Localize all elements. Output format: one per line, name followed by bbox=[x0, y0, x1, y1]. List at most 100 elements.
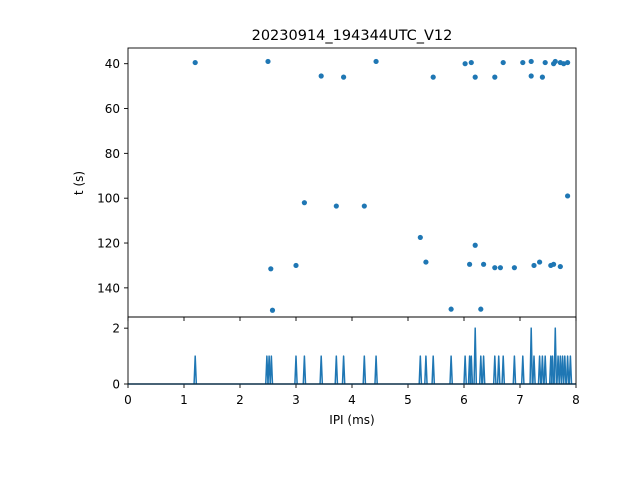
x-tick-label: 4 bbox=[348, 393, 356, 407]
scatter-point bbox=[417, 234, 423, 241]
histogram-spike bbox=[532, 355, 536, 385]
scatter-point bbox=[565, 193, 571, 199]
x-tick-label: 1 bbox=[180, 393, 188, 407]
scatter-point bbox=[520, 59, 526, 66]
scatter-point bbox=[511, 265, 517, 271]
scatter-point bbox=[192, 59, 198, 66]
histogram-spike bbox=[362, 355, 367, 385]
histogram-spike bbox=[537, 355, 542, 385]
histogram-spike bbox=[424, 355, 428, 385]
histogram-spike bbox=[449, 355, 453, 385]
y-tick-label: 60 bbox=[105, 102, 120, 116]
y-tick-label: 140 bbox=[97, 281, 120, 295]
y-tick-label: 80 bbox=[105, 147, 120, 161]
histogram-line bbox=[128, 327, 576, 385]
scatter-point bbox=[462, 61, 468, 67]
histogram-spike bbox=[478, 355, 483, 385]
y-tick-label: 40 bbox=[105, 57, 120, 71]
scatter-point bbox=[492, 265, 498, 271]
histogram-spike bbox=[501, 355, 506, 385]
scatter-point bbox=[531, 262, 537, 269]
y-axis-label: t (s) bbox=[72, 171, 86, 195]
histogram-spike bbox=[568, 355, 573, 385]
scatter-point bbox=[481, 261, 487, 267]
histogram-spike bbox=[496, 355, 501, 385]
scatter-point bbox=[467, 261, 473, 267]
histogram-spike bbox=[540, 355, 545, 385]
scatter-point bbox=[333, 203, 339, 209]
histogram-axis-ticks: 0 2 0 1 2 3 4 5 6 7 8 bbox=[112, 322, 579, 407]
histogram-spike bbox=[269, 355, 274, 385]
histogram-spike bbox=[334, 355, 339, 385]
histogram-spike bbox=[520, 355, 525, 385]
histogram-spike bbox=[529, 327, 534, 385]
scatter-point bbox=[373, 58, 379, 65]
scatter-panel: 20230914_194344UTC_V12 40 60 80 100 120 140 t… bbox=[72, 28, 577, 321]
histogram-axes-frame bbox=[127, 316, 577, 385]
scatter-point bbox=[269, 307, 276, 313]
y-tick-label: 0 bbox=[112, 378, 120, 392]
histogram-spike bbox=[341, 355, 346, 385]
scatter-point bbox=[537, 259, 543, 265]
histogram-spike bbox=[543, 355, 548, 385]
x-tick-label: 3 bbox=[292, 393, 300, 407]
scatter-point bbox=[268, 266, 274, 272]
x-tick-label: 8 bbox=[572, 393, 580, 407]
scatter-point bbox=[552, 58, 558, 65]
scatter-point bbox=[318, 73, 324, 79]
scatter-point bbox=[542, 59, 548, 66]
scatter-point bbox=[423, 259, 429, 265]
scatter-point bbox=[528, 58, 534, 65]
y-tick-label: 100 bbox=[97, 192, 120, 206]
scatter-point bbox=[561, 61, 567, 67]
scatter-point bbox=[557, 263, 563, 270]
x-tick-label: 0 bbox=[124, 393, 132, 407]
scatter-points bbox=[192, 58, 571, 313]
histogram-panel: 0 2 0 1 2 3 4 5 6 7 8 IPI (ms) bbox=[112, 316, 580, 427]
scatter-point bbox=[500, 59, 506, 66]
histogram-spike bbox=[374, 355, 378, 385]
scatter-point bbox=[528, 73, 534, 79]
scatter-point bbox=[472, 74, 478, 80]
x-tick-label: 5 bbox=[404, 393, 412, 407]
scatter-point bbox=[361, 203, 367, 209]
scatter-point bbox=[497, 265, 503, 271]
histogram-spike bbox=[431, 355, 436, 385]
scatter-point bbox=[293, 262, 299, 269]
scatter-point bbox=[265, 58, 271, 65]
histogram-spike bbox=[319, 355, 324, 385]
histogram-spike bbox=[473, 327, 478, 385]
histogram-spike bbox=[481, 355, 486, 385]
scatter-point bbox=[478, 306, 484, 312]
scatter-point bbox=[301, 200, 307, 206]
scatter-point bbox=[539, 74, 546, 80]
y-tick-label: 120 bbox=[97, 237, 120, 251]
histogram-spike bbox=[562, 355, 567, 385]
histogram-spike bbox=[302, 355, 307, 385]
scatter-point bbox=[468, 59, 474, 66]
histogram-spike bbox=[193, 355, 198, 385]
histogram-spike bbox=[469, 355, 474, 385]
x-tick-label: 7 bbox=[516, 393, 524, 407]
histogram-spike bbox=[294, 355, 298, 385]
x-tick-label: 2 bbox=[236, 393, 244, 407]
histogram-spike bbox=[553, 327, 558, 385]
scatter-point bbox=[551, 261, 557, 267]
scatter-point bbox=[430, 74, 436, 80]
scatter-point bbox=[565, 59, 571, 66]
scatter-point bbox=[472, 242, 478, 248]
histogram-spike bbox=[550, 355, 555, 385]
scatter-point bbox=[492, 74, 498, 80]
scatter-point bbox=[341, 74, 347, 80]
histogram-spike bbox=[512, 355, 517, 385]
y-tick-label: 2 bbox=[112, 322, 120, 336]
y-axis-ticks: 40 60 80 100 120 140 bbox=[97, 57, 577, 321]
x-tick-label: 6 bbox=[460, 393, 468, 407]
histogram-spike bbox=[492, 355, 497, 385]
chart-title: 20230914_194344UTC_V12 bbox=[252, 28, 453, 44]
scatter-point bbox=[448, 306, 454, 312]
histogram-spike bbox=[565, 355, 570, 385]
histogram-spike bbox=[463, 355, 467, 385]
histogram-spike bbox=[418, 355, 423, 385]
